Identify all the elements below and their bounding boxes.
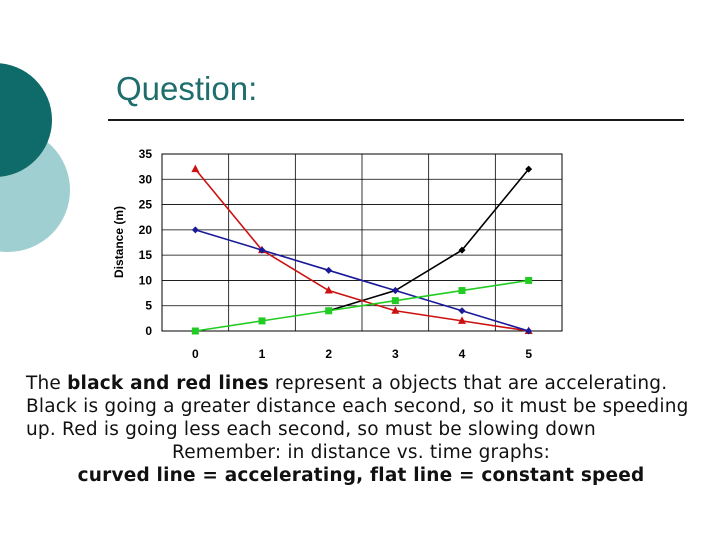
data-point: [191, 164, 200, 173]
title-divider: [108, 119, 684, 121]
x-tick-label: 4: [459, 347, 466, 361]
series-group: [191, 164, 533, 335]
data-point: [458, 287, 466, 295]
x-tick-label: 0: [192, 347, 199, 361]
x-tick-label: 2: [325, 347, 332, 361]
y-tick-label: 5: [145, 299, 152, 313]
y-tick-label: 20: [139, 223, 153, 237]
data-point: [525, 276, 533, 284]
data-point: [191, 226, 199, 234]
data-point: [191, 327, 199, 335]
y-tick-label: 15: [139, 248, 153, 262]
data-point: [258, 317, 266, 325]
y-axis-label: Distance (m): [112, 206, 126, 278]
data-point: [458, 307, 466, 315]
data-point: [525, 165, 533, 173]
paragraph-rest: represent a objects that are acceleratin…: [26, 373, 689, 440]
x-tick-label: 5: [525, 347, 532, 361]
decorative-circles: [0, 63, 70, 252]
data-point: [458, 246, 466, 254]
data-point: [325, 266, 333, 274]
data-point: [391, 306, 400, 314]
y-tick-label: 35: [139, 147, 153, 161]
series-2: [191, 226, 533, 335]
x-tick-label: 3: [392, 347, 399, 361]
series-3: [191, 276, 533, 335]
data-point: [258, 246, 266, 254]
series-line: [194, 168, 529, 332]
paragraph-emphasis: black and red lines: [67, 373, 269, 394]
rule-line: curved line = accelerating, flat line = …: [77, 465, 645, 486]
data-point: [391, 287, 399, 295]
data-point: [324, 286, 333, 294]
y-tick-label: 25: [139, 198, 153, 212]
explanation-text: The black and red lines represent a obje…: [26, 372, 696, 487]
distance-time-chart: 0 5 10 15 20 25 30 35 0 1 2 3 4 5 Distance (m): [112, 147, 563, 361]
data-point: [325, 307, 333, 315]
data-point: [391, 297, 399, 305]
tick-labels: 0 5 10 15 20 25 30 35 0 1 2 3 4 5: [139, 147, 533, 361]
page-title: Question:: [116, 70, 258, 107]
data-point: [458, 316, 466, 324]
paragraph-start: The: [26, 373, 68, 394]
series-line: [195, 229, 529, 332]
y-tick-label: 0: [145, 324, 152, 338]
grid: [161, 153, 563, 332]
y-tick-label: 30: [139, 172, 153, 186]
explanation-paragraph: The black and red lines represent a obje…: [26, 372, 696, 441]
data-point: [525, 327, 533, 335]
x-tick-label: 1: [259, 347, 266, 361]
dark-circle-shape: [0, 63, 52, 177]
remember-line: Remember: in distance vs. time graphs:: [171, 442, 550, 463]
series-line: [195, 279, 529, 332]
y-tick-label: 10: [139, 273, 153, 287]
